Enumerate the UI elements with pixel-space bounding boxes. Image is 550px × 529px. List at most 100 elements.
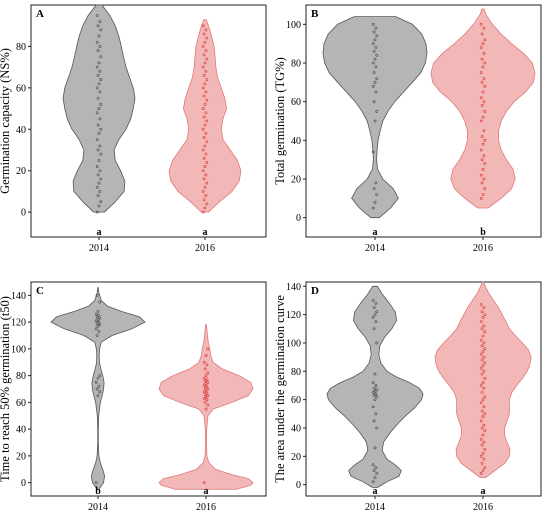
data-point	[480, 327, 484, 331]
data-point	[201, 24, 205, 28]
data-point	[374, 181, 378, 185]
data-point	[95, 210, 99, 214]
violin-2016	[434, 281, 532, 478]
y-tick-label: 120	[11, 318, 26, 329]
data-point	[482, 355, 486, 359]
data-point	[372, 30, 376, 34]
data-point	[479, 148, 483, 152]
y-tick-label: 80	[291, 367, 301, 378]
data-point	[204, 395, 208, 399]
data-point	[94, 481, 98, 485]
data-point	[96, 49, 100, 52]
data-point	[373, 313, 377, 316]
data-point	[373, 200, 377, 204]
data-point	[99, 78, 103, 81]
data-point	[202, 376, 206, 380]
y-tick-label: 140	[11, 291, 26, 302]
y-tick-label: 60	[16, 83, 26, 94]
significance-letter: a	[481, 486, 486, 497]
data-point	[95, 165, 99, 168]
data-point	[95, 65, 99, 69]
data-point	[202, 383, 206, 387]
data-point	[203, 103, 207, 106]
data-point	[205, 57, 209, 61]
data-point	[480, 462, 484, 465]
y-axis-label: The area under the germination curve	[273, 295, 287, 483]
data-point	[482, 369, 486, 373]
data-point	[96, 173, 100, 177]
data-point	[202, 360, 206, 364]
data-point	[203, 392, 207, 396]
data-point	[374, 65, 378, 69]
data-point	[95, 293, 99, 297]
data-point	[483, 138, 487, 142]
data-point	[373, 446, 377, 450]
data-point	[371, 381, 375, 385]
plot-frame	[30, 4, 267, 238]
data-point	[94, 380, 98, 384]
data-point	[203, 123, 207, 127]
y-tick-label: 100	[11, 344, 26, 355]
data-point	[372, 469, 376, 472]
data-point	[204, 132, 208, 135]
data-point	[481, 42, 485, 46]
data-point	[479, 71, 483, 75]
x-tick-label: 2016	[473, 243, 493, 254]
data-point	[482, 51, 486, 55]
data-point	[95, 334, 99, 337]
data-point	[480, 443, 484, 447]
plot-frame	[30, 281, 267, 497]
data-point	[483, 347, 487, 351]
data-point	[97, 181, 101, 185]
data-point	[375, 193, 379, 196]
data-point	[95, 111, 99, 115]
data-point	[204, 69, 208, 73]
data-point	[479, 454, 483, 458]
y-tick-label: 140	[286, 282, 301, 293]
data-point	[95, 387, 99, 391]
data-point	[206, 387, 210, 391]
data-point	[375, 388, 379, 392]
data-point	[482, 154, 486, 158]
violin-2014	[62, 4, 136, 213]
panel-a: A 0 20 40 60 80 Germination capacity (NS%) a 201…	[0, 4, 267, 254]
data-point	[95, 185, 99, 189]
data-point	[482, 405, 486, 409]
data-point	[479, 119, 483, 123]
data-point	[205, 391, 209, 395]
data-point	[375, 109, 379, 113]
significance-letter: b	[480, 227, 486, 238]
data-point	[481, 90, 485, 94]
data-point	[97, 384, 101, 388]
data-point	[97, 132, 101, 135]
data-point	[96, 96, 100, 100]
data-point	[479, 419, 483, 423]
y-tick-label: 0	[296, 480, 301, 491]
y-axis-label: Germination capacity (NS%)	[0, 48, 12, 194]
data-point	[481, 452, 485, 455]
data-point	[97, 107, 101, 110]
data-point	[374, 46, 378, 49]
y-tick-label: 80	[16, 42, 26, 53]
panel-d: D 0 20 40 60 80 100 120 140 The area under the ge…	[273, 281, 542, 513]
data-point	[202, 53, 206, 57]
data-point	[204, 374, 208, 378]
data-point	[481, 193, 485, 196]
data-point	[372, 393, 376, 397]
x-tick-label: 2014	[365, 502, 385, 513]
data-point	[482, 457, 486, 461]
data-point	[480, 372, 484, 376]
data-point	[483, 187, 487, 191]
data-point	[479, 303, 483, 307]
data-point	[98, 45, 102, 48]
x-tick-label: 2016	[473, 502, 493, 513]
data-point	[481, 350, 485, 353]
data-point	[479, 401, 483, 404]
data-point	[375, 34, 379, 38]
data-point	[480, 135, 484, 138]
data-point	[201, 107, 205, 110]
panel-letter: C	[36, 285, 44, 297]
y-tick-label: 20	[291, 175, 301, 186]
violin-2016	[430, 8, 536, 209]
significance-letter: b	[95, 486, 101, 497]
